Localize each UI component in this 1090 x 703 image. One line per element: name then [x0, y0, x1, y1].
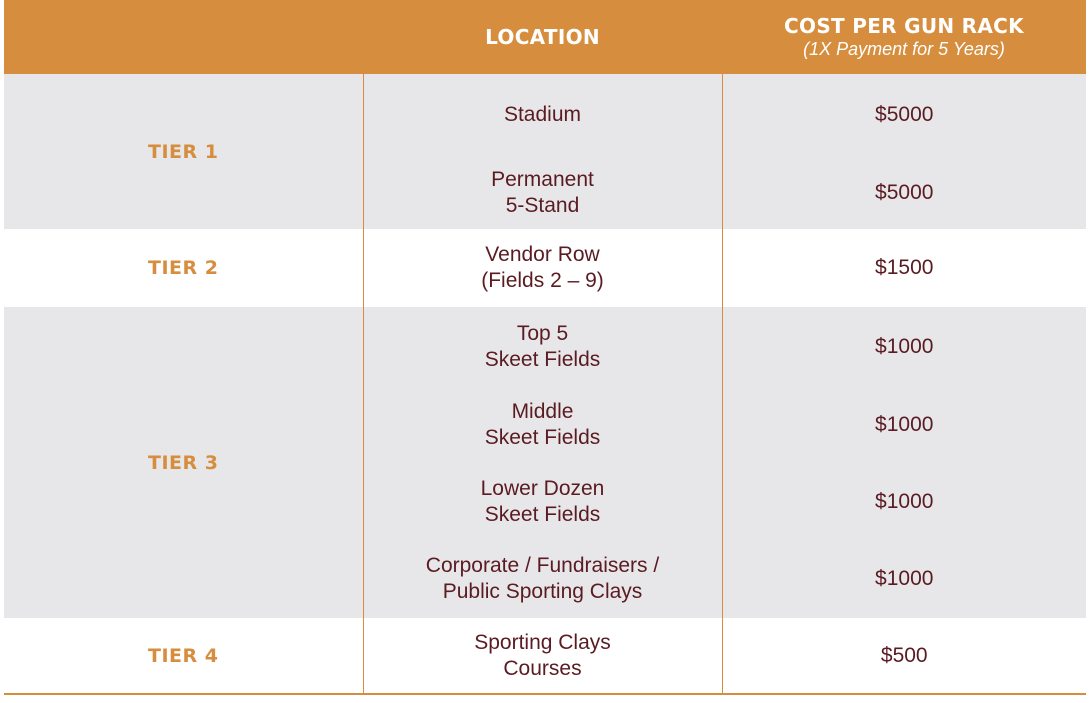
cost-header-title: COST PER GUN RACK [784, 14, 1024, 38]
tier-label: TIER 4 [4, 618, 363, 695]
location-line: Courses [503, 656, 582, 680]
cost-cell: $1000 [722, 307, 1086, 386]
table-row: TIER 1 Stadium $5000 [4, 74, 1086, 229]
cost-cell: $1000 [722, 540, 1086, 618]
location-line: (Fields 2 – 9) [481, 269, 604, 292]
header-row: LOCATION COST PER GUN RACK (1X Payment f… [4, 0, 1086, 74]
location-line: Skeet Fields [484, 347, 601, 371]
table-row: Permanent 5-Stand $5000 [4, 156, 1086, 229]
tier-label: TIER 1 [4, 74, 363, 229]
table-header: LOCATION COST PER GUN RACK (1X Payment f… [4, 0, 1086, 74]
tier-label: TIER 3 [4, 307, 363, 618]
location-line: Permanent [491, 167, 594, 191]
cost-cell: $1500 [722, 229, 1086, 307]
gun-rack-pricing-table: LOCATION COST PER GUN RACK (1X Payment f… [4, 0, 1086, 695]
location-cell: Sporting Clays Courses [362, 618, 723, 695]
location-line: Public Sporting Clays [442, 580, 643, 603]
location-line: Stadium [503, 103, 582, 126]
location-line: Top 5 [516, 321, 569, 345]
location-line: Lower Dozen [480, 476, 605, 500]
cost-column-header: COST PER GUN RACK (1X Payment for 5 Year… [722, 0, 1086, 74]
table-row: Corporate / Fundraisers / Public Sportin… [4, 540, 1086, 618]
location-cell: Middle Skeet Fields [362, 386, 723, 463]
cost-cell: $5000 [722, 156, 1086, 229]
cost-cell: $500 [722, 618, 1086, 695]
tier-column-header [4, 0, 363, 74]
tier-label: TIER 2 [4, 229, 363, 307]
location-cell: Stadium [362, 74, 723, 156]
location-cell: Corporate / Fundraisers / Public Sportin… [362, 540, 723, 618]
location-line: Skeet Fields [484, 502, 601, 526]
cost-cell: $1000 [722, 386, 1086, 463]
location-line: Middle [511, 399, 574, 423]
cost-cell: $5000 [722, 74, 1086, 156]
location-cell: Permanent 5-Stand [362, 156, 723, 229]
table-row: Lower Dozen Skeet Fields $1000 [4, 463, 1086, 540]
table-body: TIER 1 Stadium $5000 Permanent 5-Stand $… [4, 74, 1086, 695]
location-cell: Vendor Row (Fields 2 – 9) [362, 229, 723, 307]
table-row: Middle Skeet Fields $1000 [4, 386, 1086, 463]
location-cell: Top 5 Skeet Fields [362, 307, 723, 386]
table-row: TIER 4 Sporting Clays Courses $500 [4, 618, 1086, 695]
location-line: Sporting Clays [474, 630, 611, 654]
location-line: Vendor Row [485, 243, 600, 266]
table-row: TIER 3 Top 5 Skeet Fields $1000 [4, 307, 1086, 618]
location-cell: Lower Dozen Skeet Fields [362, 463, 723, 540]
table-row: TIER 2 Vendor Row (Fields 2 – 9) $1500 [4, 229, 1086, 307]
cost-cell: $1000 [722, 463, 1086, 540]
location-line: 5-Stand [505, 193, 580, 217]
location-line: Corporate / Fundraisers / [425, 554, 660, 577]
cost-header-subtitle: (1X Payment for 5 Years) [803, 39, 1005, 59]
location-line: Skeet Fields [484, 425, 601, 449]
location-column-header: LOCATION [363, 0, 722, 74]
